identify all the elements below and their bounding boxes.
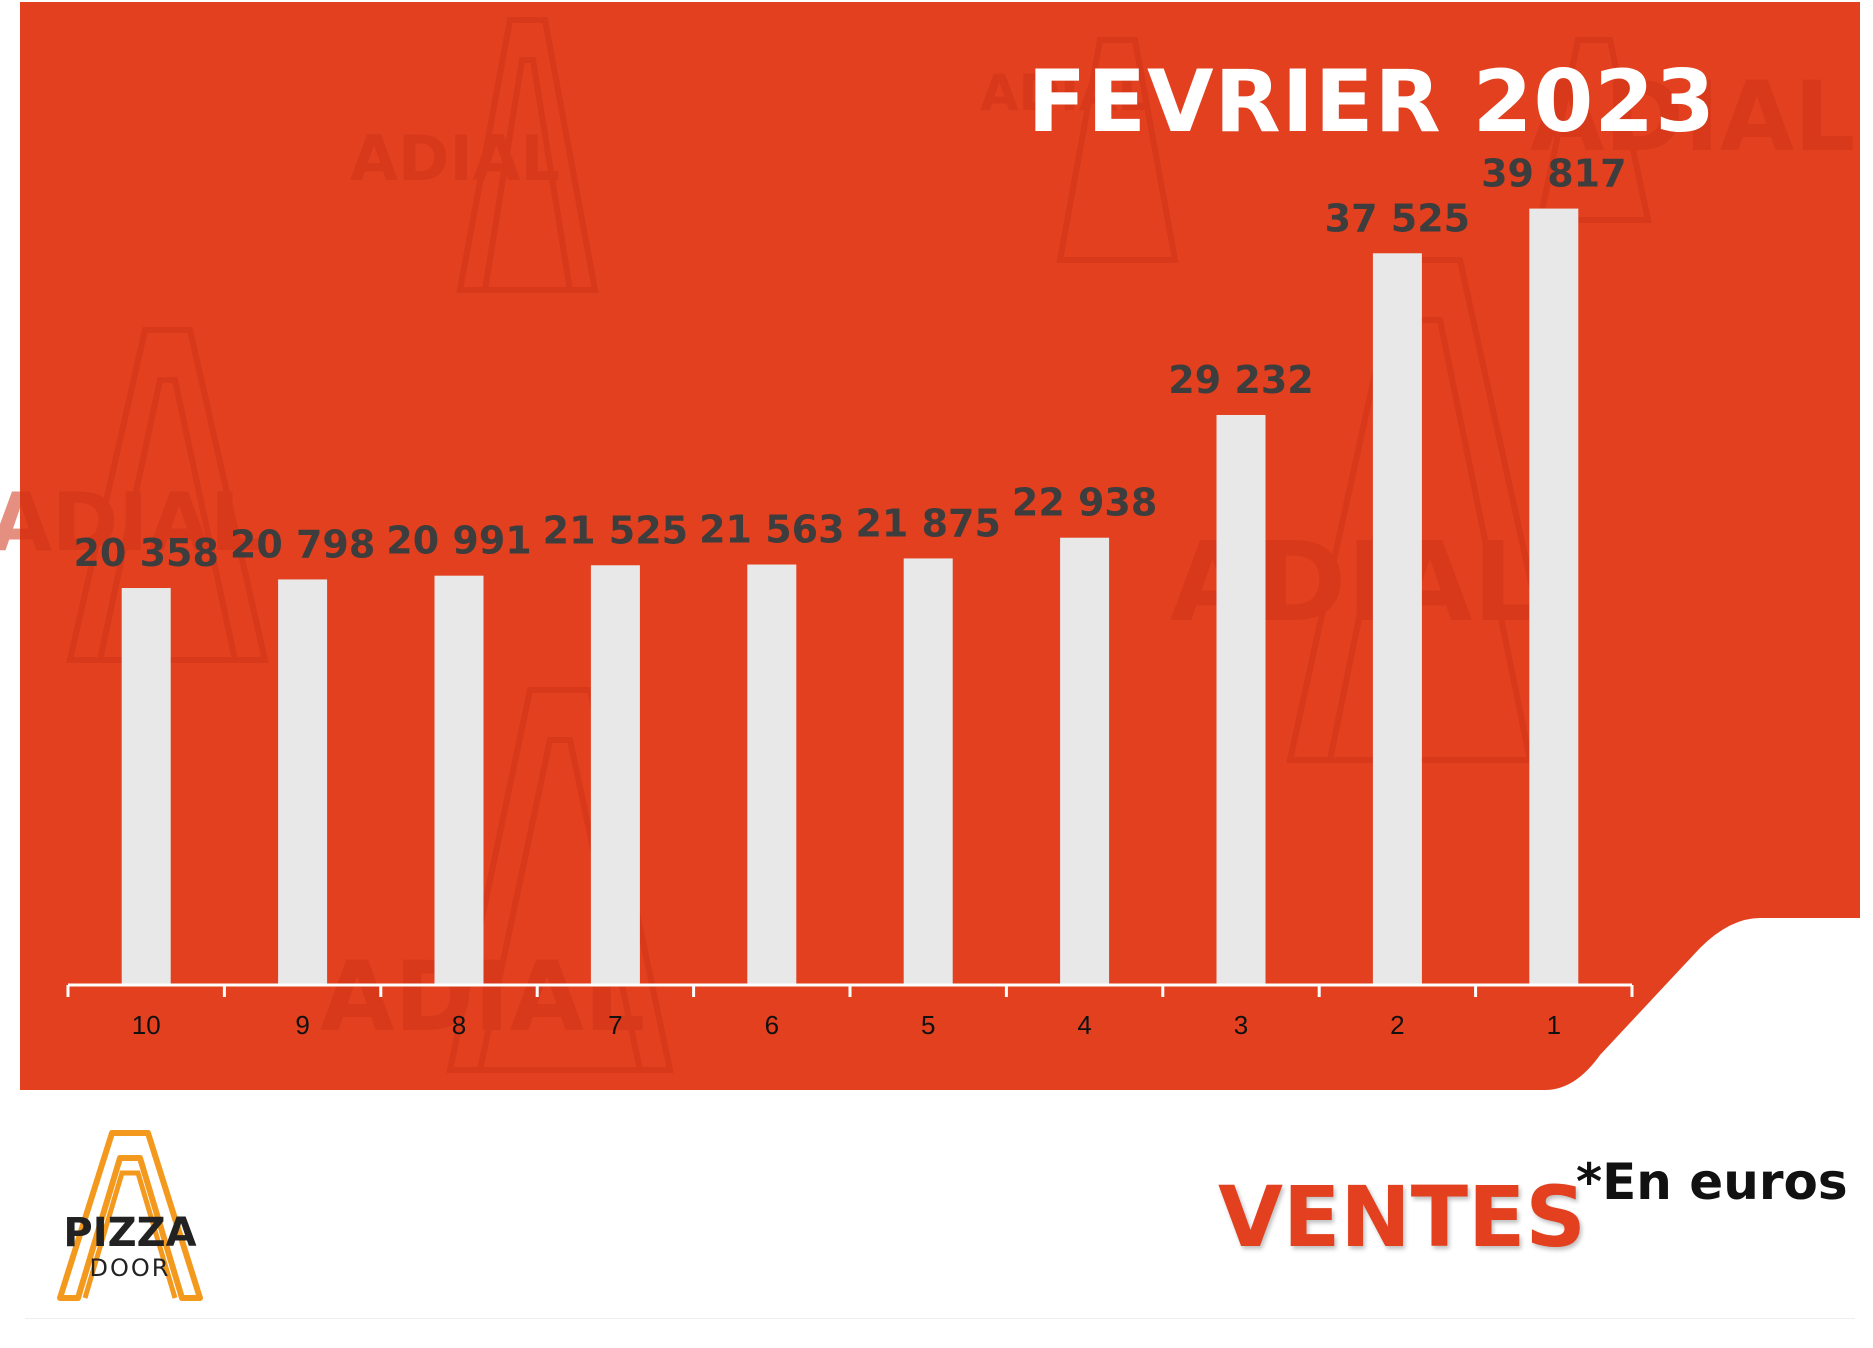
logo-a-icon (57, 1130, 203, 1301)
bar-value-label: 39 817 (1481, 152, 1626, 196)
bar (590, 565, 640, 985)
watermark-text: ADIAL (980, 64, 1149, 122)
bar (1060, 537, 1110, 985)
unit-note: *En euros (1576, 1153, 1848, 1211)
x-tick-label: 5 (921, 1010, 935, 1040)
logo-pizza-text: PIZZA (63, 1210, 197, 1256)
bar-value-label: 29 232 (1168, 358, 1313, 402)
watermark-text: ADIAL (350, 122, 560, 195)
bar-value-label: 37 525 (1325, 196, 1470, 240)
x-tick-label: 7 (608, 1010, 622, 1040)
bar (1372, 253, 1422, 985)
x-tick-label: 3 (1234, 1010, 1248, 1040)
bar (278, 579, 328, 985)
bars-group: 20 358 20 798 20 991 21 525 21 563 21 875 22 9… (73, 152, 1627, 986)
bar (121, 588, 171, 985)
bar-value-label: 21 525 (543, 508, 688, 552)
watermark-logo: ADIAL (350, 17, 599, 293)
watermark-logo: ADIAL (1530, 37, 1855, 223)
logo-door-text: DOOR (89, 1254, 171, 1282)
x-axis: 10 9 8 7 6 5 4 3 2 1 (66, 983, 1634, 1040)
bar-value-label: 21 875 (855, 501, 1000, 545)
x-tick-label: 4 (1077, 1010, 1091, 1040)
ventes-label: VENTES (1218, 1168, 1586, 1266)
bar (1216, 414, 1266, 985)
bar-value-label: 20 798 (230, 522, 375, 566)
bar (1529, 208, 1579, 986)
bar (747, 564, 797, 985)
x-tick-label: 6 (765, 1010, 779, 1040)
watermark-text: ADIAL (0, 476, 261, 569)
bar-value-label: 20 358 (73, 531, 218, 575)
bar (903, 558, 953, 985)
watermark-text: ADIAL (1530, 61, 1855, 173)
bar (434, 575, 484, 985)
chart-title: FEVRIER 2023 (1027, 52, 1716, 152)
bottom-divider (25, 1318, 1855, 1319)
x-tick-label: 1 (1547, 1010, 1561, 1040)
pizza-door-logo: PIZZA DOOR (50, 1128, 210, 1303)
watermark-logo: ADIAL (980, 37, 1179, 263)
x-tick-label: 2 (1390, 1010, 1404, 1040)
bar-value-label: 20 991 (386, 519, 531, 563)
x-tick-label: 9 (295, 1010, 309, 1040)
bar-value-label: 22 938 (1012, 481, 1157, 525)
watermark-logo: ADIAL (0, 327, 269, 663)
bar-value-label: 21 563 (699, 508, 844, 552)
x-tick-label: 10 (132, 1010, 161, 1040)
x-tick-label: 8 (452, 1010, 466, 1040)
